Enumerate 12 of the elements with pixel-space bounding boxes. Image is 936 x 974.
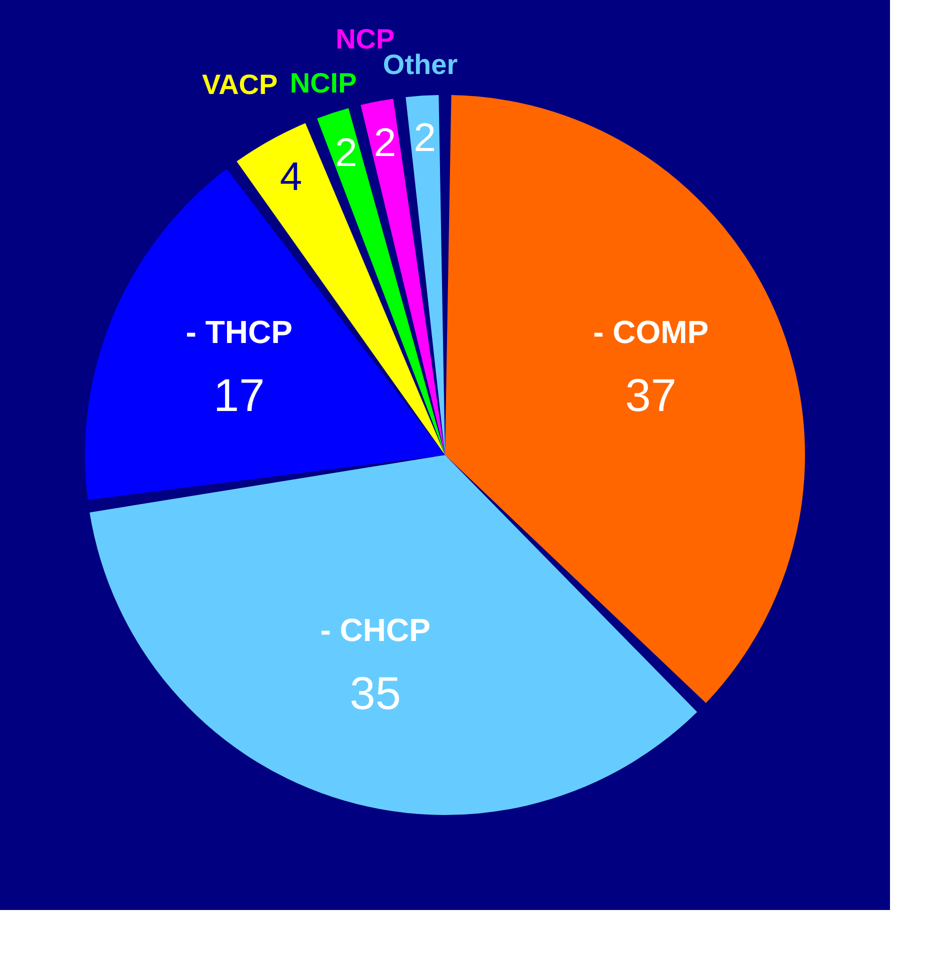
data-label: 35 xyxy=(350,667,401,720)
slice-label: - COMP xyxy=(593,314,709,350)
data-label: 2 xyxy=(335,131,358,176)
data-label: 4 xyxy=(280,155,302,200)
data-label: 2 xyxy=(414,116,436,160)
slice-label: VACP xyxy=(202,69,278,100)
data-label: 37 xyxy=(625,368,676,421)
data-label: 2 xyxy=(374,120,396,165)
data-label: 17 xyxy=(214,368,265,421)
slice-label: NCIP xyxy=(290,67,357,98)
slice-label: - CHCP xyxy=(320,612,430,648)
slice-label: - THCP xyxy=(186,314,292,350)
